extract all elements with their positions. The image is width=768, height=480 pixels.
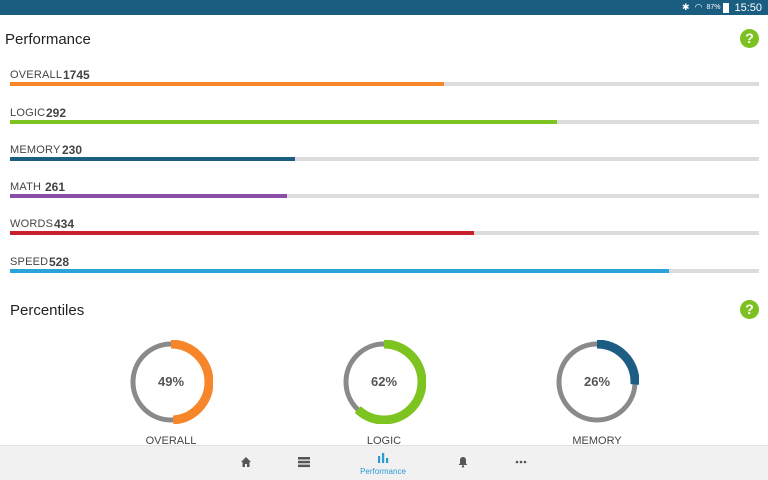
percentile-donut-memory: 26% — [554, 339, 640, 425]
metric-memory: MEMORY 230 — [10, 143, 759, 174]
nav-home[interactable] — [216, 446, 276, 480]
metric-bar-fill — [10, 157, 295, 161]
metric-value: 1745 — [63, 68, 90, 82]
metric-bar-fill — [10, 82, 445, 86]
nav-list[interactable] — [274, 446, 334, 480]
donut-arc — [128, 339, 214, 425]
metric-value: 261 — [45, 180, 66, 194]
metric-math: MATH 261 — [10, 180, 759, 211]
donut-arc — [341, 339, 427, 425]
metric-value: 528 — [49, 255, 70, 269]
metric-value: 292 — [46, 106, 67, 120]
metric-speed: SPEED 528 — [10, 255, 759, 286]
percentiles-help-icon[interactable]: ? — [740, 300, 759, 319]
bluetooth-icon: ✱ — [682, 2, 690, 12]
performance-help-icon[interactable]: ? — [740, 29, 759, 48]
more-icon — [515, 460, 527, 464]
nav-performance[interactable]: Performance — [353, 446, 413, 480]
wifi-icon: ◠ — [694, 2, 703, 12]
nav-more[interactable] — [491, 446, 551, 480]
donut-caption: LOGIC — [366, 435, 402, 447]
bar-chart-icon — [378, 453, 389, 463]
donut-chart — [554, 339, 640, 425]
metric-logic: LOGIC 292 — [10, 106, 759, 137]
metric-label: WORDS — [10, 218, 54, 230]
nav-notifications[interactable] — [433, 446, 493, 480]
clock: 15:50 — [734, 1, 762, 14]
metric-bar-fill — [10, 269, 670, 273]
percentile-donut-logic: 62% — [341, 339, 427, 425]
metric-label: LOGIC — [10, 107, 46, 119]
donut-caption: MEMORY — [572, 435, 622, 447]
donut-chart — [341, 339, 427, 425]
metric-bar-track — [10, 82, 759, 86]
metric-value: 230 — [62, 143, 83, 157]
metric-value: 434 — [54, 217, 75, 231]
home-icon — [241, 457, 251, 467]
status-bar: ✱ ◠ 87% 15:50 — [0, 0, 768, 15]
metric-bar-track — [10, 157, 759, 161]
metric-label: SPEED — [10, 256, 49, 268]
metric-words: WORDS 434 — [10, 217, 759, 248]
metric-bar-fill — [10, 231, 475, 235]
donut-caption: OVERALL — [145, 435, 197, 447]
donut-value: 49% — [157, 374, 185, 389]
metric-bar-track — [10, 120, 759, 124]
donut-arc — [554, 339, 640, 425]
battery-icon — [723, 2, 730, 13]
donut-chart — [128, 339, 214, 425]
metric-bar-track — [10, 269, 759, 273]
bell-icon — [458, 457, 468, 468]
bottom-nav: Performance — [0, 445, 768, 480]
metric-label: MEMORY — [10, 144, 61, 156]
donut-value: 26% — [583, 374, 611, 389]
metric-overall: OVERALL 1745 — [10, 68, 759, 99]
metric-label: OVERALL — [10, 69, 63, 81]
metric-bar-track — [10, 194, 759, 198]
metric-label: MATH — [10, 181, 42, 193]
nav-performance-label: Performance — [360, 467, 406, 476]
metric-bar-fill — [10, 194, 288, 198]
performance-title: Performance — [5, 31, 91, 48]
metric-bar-fill — [10, 120, 557, 124]
list-icon — [298, 457, 310, 468]
battery-percent: 87% — [706, 4, 721, 11]
percentile-donut-overall: 49% — [128, 339, 214, 425]
donut-value: 62% — [370, 374, 398, 389]
percentiles-title: Percentiles — [10, 302, 85, 319]
metric-bar-track — [10, 231, 759, 235]
